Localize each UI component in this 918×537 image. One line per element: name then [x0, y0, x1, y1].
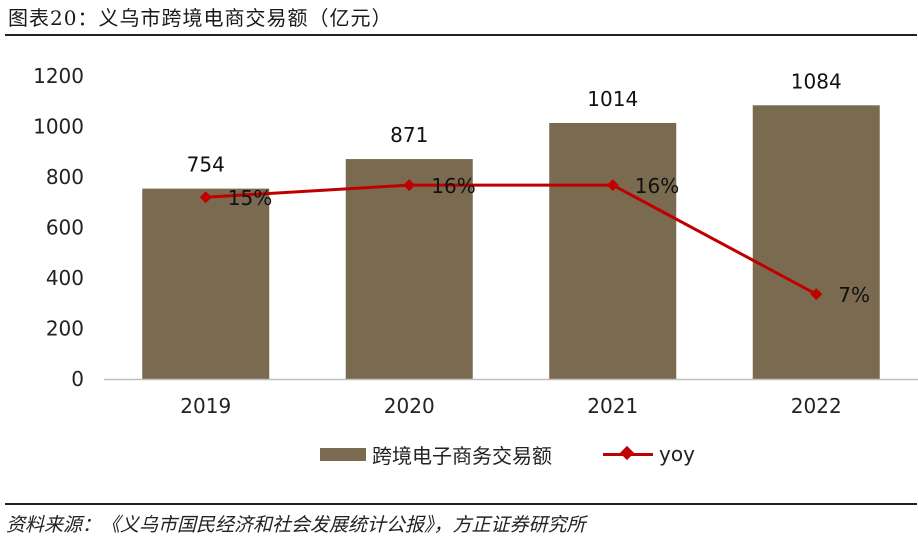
yoy-line	[205, 183, 817, 296]
yoy-marker-2022	[810, 288, 823, 301]
legend-item-line: yoy	[603, 442, 695, 466]
x-tick-label: 2021	[587, 394, 638, 418]
y-tick-label: 800	[46, 165, 84, 189]
x-tick-label: 2020	[384, 394, 435, 418]
yoy-value-label: 15%	[228, 186, 272, 210]
bar-2021	[549, 122, 677, 379]
yoy-value-label: 7%	[838, 283, 870, 307]
source-rule	[5, 503, 917, 505]
y-tick-label: 400	[46, 266, 84, 290]
yoy-value-label: 16%	[635, 174, 679, 198]
legend-item-bar: 跨境电子商务交易额	[320, 442, 552, 468]
legend-bar-label: 跨境电子商务交易额	[372, 443, 552, 468]
bar-value-label: 754	[187, 153, 225, 177]
bar-2020	[345, 159, 473, 379]
yoy-marker-2020	[403, 179, 416, 192]
chart-title: 图表20：义乌市跨境电商交易额（亿元）	[8, 6, 393, 30]
yoy-value-label: 16%	[431, 174, 475, 198]
y-tick-label: 200	[46, 317, 84, 341]
source-note: 资料来源：《义乌市国民经济和社会发展统计公报》，方正证券研究所	[6, 514, 586, 536]
bar-value-label: 1084	[791, 69, 842, 93]
bar-value-label: 871	[390, 123, 428, 147]
legend-line-swatch	[603, 445, 653, 460]
y-tick-label: 0	[71, 367, 84, 391]
y-tick-label: 600	[46, 216, 84, 240]
y-tick-label: 1200	[33, 64, 84, 88]
legend-line-label: yoy	[659, 442, 695, 466]
x-tick-label: 2022	[791, 394, 842, 418]
legend-bar-swatch	[320, 447, 366, 461]
y-tick-label: 1000	[33, 115, 84, 139]
bar-2022	[752, 105, 880, 379]
yoy-marker-2021	[606, 179, 619, 192]
x-tick-label: 2019	[180, 394, 231, 418]
bar-value-label: 1014	[587, 87, 638, 111]
yoy-marker-2019	[199, 191, 212, 204]
bar-2019	[142, 188, 270, 379]
title-rule	[5, 34, 917, 36]
